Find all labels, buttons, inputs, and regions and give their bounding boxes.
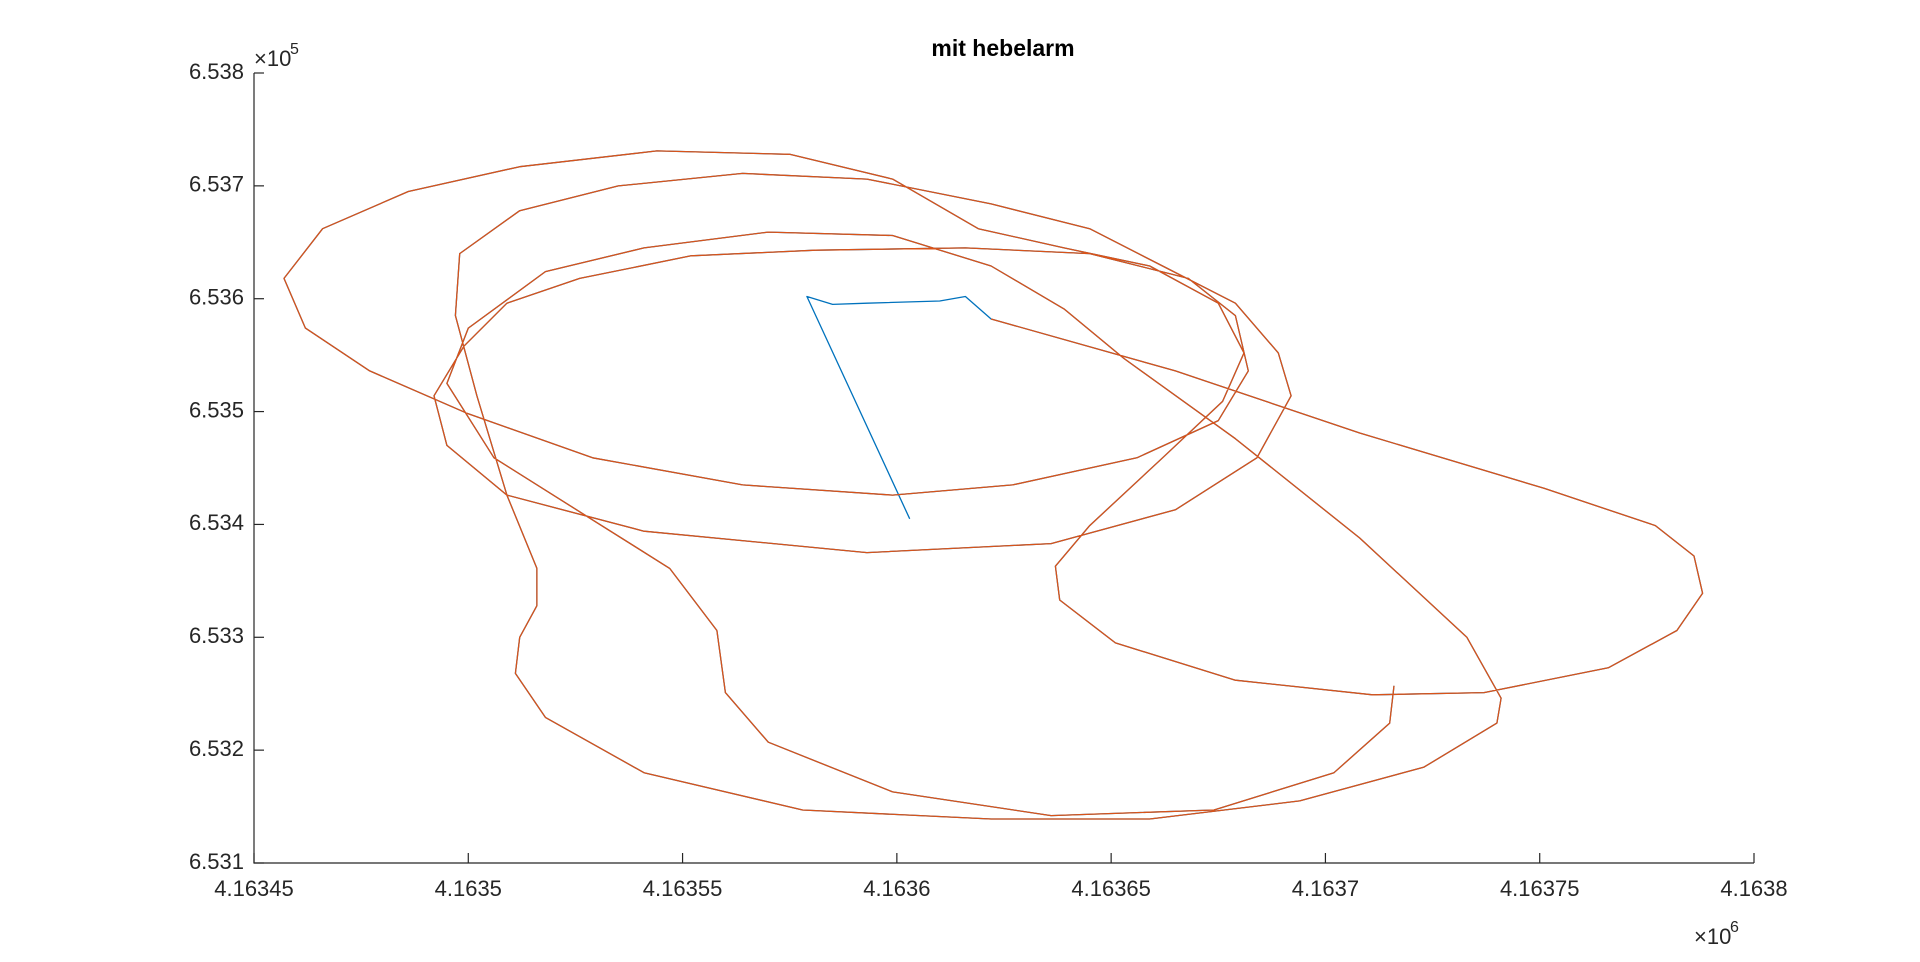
y-tick-label: 6.536 <box>189 285 244 310</box>
axis-lines <box>253 73 1754 864</box>
x-tick-label: 4.16375 <box>1500 876 1580 901</box>
x-tick-label: 4.1635 <box>435 876 502 901</box>
y-tick-label: 6.538 <box>189 59 244 84</box>
trajectory-line <box>283 150 1704 820</box>
x-tick-label: 4.16355 <box>643 876 723 901</box>
y-tick-label: 6.531 <box>189 849 244 874</box>
y-tick-label: 6.537 <box>189 172 244 197</box>
x-exponent-base: ×10 <box>1694 924 1731 949</box>
x-tick-label: 4.16365 <box>1071 876 1151 901</box>
x-exponent-power: 6 <box>1730 919 1739 936</box>
y-tick-label: 6.533 <box>189 623 244 648</box>
trajectory-line <box>283 150 1704 820</box>
y-tick-label: 6.534 <box>189 510 244 535</box>
x-tick-label: 4.16345 <box>214 876 294 901</box>
x-tick-label: 4.1637 <box>1292 876 1359 901</box>
y-tick-label: 6.535 <box>189 397 244 422</box>
y-exponent-power: 5 <box>290 41 299 58</box>
x-tick-label: 4.1638 <box>1720 876 1787 901</box>
x-tick-label: 4.1636 <box>863 876 930 901</box>
chart-title: mit hebelarm <box>931 35 1074 61</box>
y-tick-label: 6.532 <box>189 736 244 761</box>
y-exponent-base: ×10 <box>254 46 291 71</box>
